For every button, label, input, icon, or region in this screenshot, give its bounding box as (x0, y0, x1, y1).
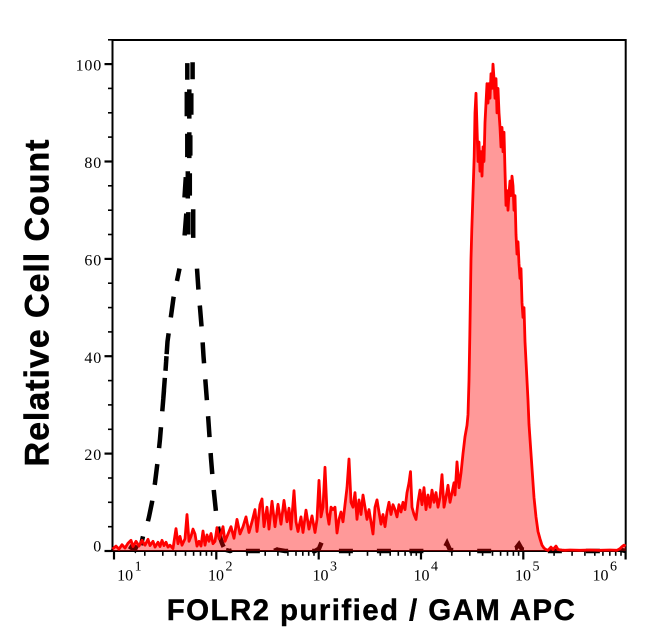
svg-text:6: 6 (610, 560, 617, 575)
svg-text:60: 60 (84, 253, 102, 270)
svg-text:4: 4 (431, 560, 438, 575)
svg-text:5: 5 (533, 560, 540, 575)
svg-text:FOLR2 purified / GAM APC: FOLR2 purified / GAM APC (167, 594, 576, 627)
svg-text:10: 10 (117, 568, 133, 585)
svg-text:1: 1 (135, 560, 142, 575)
svg-text:0: 0 (93, 539, 102, 556)
svg-text:10: 10 (313, 568, 329, 585)
svg-text:2: 2 (226, 560, 233, 575)
svg-text:3: 3 (330, 560, 337, 575)
svg-text:80: 80 (84, 155, 102, 172)
svg-text:Relative Cell Count: Relative Cell Count (19, 139, 57, 467)
svg-text:10: 10 (593, 568, 609, 585)
svg-text:10: 10 (414, 568, 430, 585)
svg-text:40: 40 (84, 350, 102, 367)
svg-text:20: 20 (84, 447, 102, 464)
svg-text:100: 100 (76, 58, 102, 75)
svg-text:10: 10 (208, 568, 224, 585)
svg-text:10: 10 (515, 568, 531, 585)
